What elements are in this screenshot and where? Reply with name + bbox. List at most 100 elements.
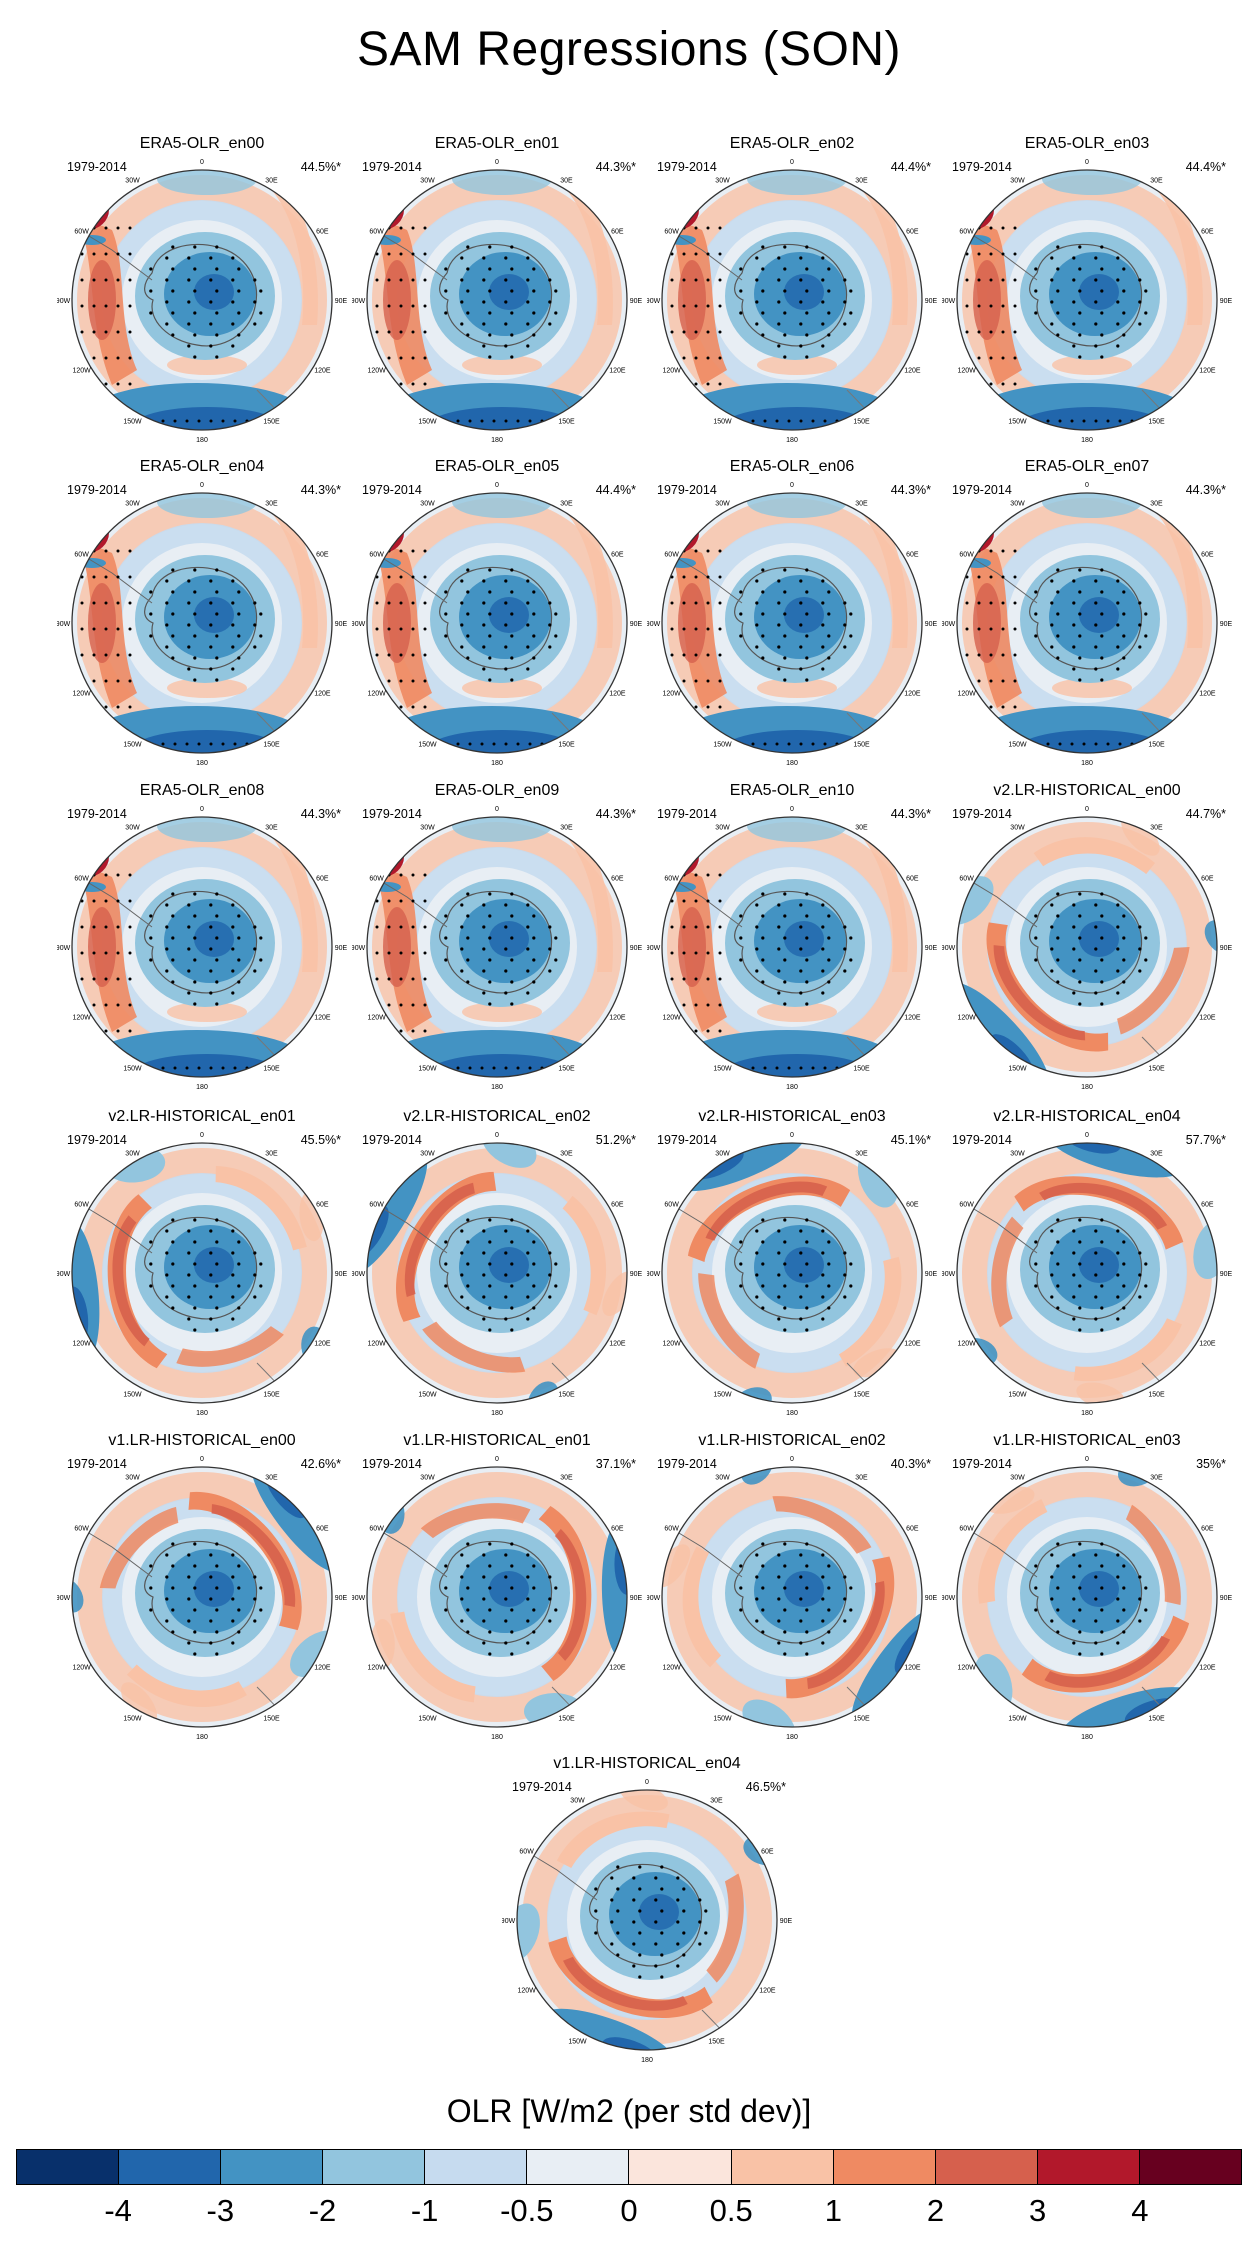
olr-field [72, 1467, 332, 1727]
olr-field [72, 493, 332, 753]
longitude-label: 90E [1220, 1271, 1232, 1278]
longitude-label: 30W [715, 825, 730, 832]
polar-map: 0 30E 60E 90E 120E 150E 180 150W 120W 90W 60W 30W [647, 159, 937, 444]
significance-stipple [149, 1218, 263, 1332]
panel-title: v1.LR-HISTORICAL_en04 [553, 1755, 741, 1772]
longitude-label: 90W [942, 1595, 956, 1602]
longitude-label: 30E [265, 1475, 278, 1482]
map-panel: v2.LR-HISTORICAL_en04 0 30E 60E 90E 120E 150E 1… [942, 1108, 1232, 1417]
longitude-label: 120E [609, 691, 626, 698]
longitude-label: 180 [196, 1410, 208, 1417]
longitude-label: 30W [420, 501, 435, 508]
longitude-label: 150E [558, 1065, 575, 1072]
colorbar-segment [629, 2150, 732, 2184]
longitude-label: 60W [519, 1849, 534, 1856]
longitude-label: 30E [1150, 178, 1163, 185]
longitude-label: 90W [647, 298, 661, 305]
longitude-label: 150W [1008, 418, 1027, 425]
longitude-label: 120E [314, 1341, 331, 1348]
panel-period: 1979-2014 [952, 483, 1012, 497]
longitude-label: 60W [74, 1526, 89, 1533]
polar-map: 0 30E 60E 90E 120E 150E 180 150W 120W 90W 60W 30W [57, 1132, 347, 1417]
polar-map: 0 30E 60E 90E 120E 150E 180 150W 120W 90W 60W 30W [647, 1132, 937, 1417]
longitude-label: 90E [630, 1271, 642, 1278]
olr-field [957, 493, 1217, 753]
olr-field [72, 817, 332, 1077]
panel-variance-pct: 35%* [1196, 1457, 1226, 1471]
panel-variance-pct: 44.3%* [890, 483, 931, 497]
longitude-label: 90E [335, 621, 347, 628]
longitude-label: 180 [491, 1410, 503, 1417]
longitude-label: 90E [630, 1595, 642, 1602]
longitude-label: 120E [1199, 1341, 1216, 1348]
longitude-label: 180 [196, 437, 208, 444]
longitude-label: 120W [662, 368, 681, 375]
longitude-label: 60E [316, 1526, 329, 1533]
colorbar-segment [1037, 2150, 1140, 2184]
olr-field [957, 1143, 1217, 1403]
panel-variance-pct: 44.3%* [1185, 483, 1226, 497]
longitude-label: 150E [558, 1391, 575, 1398]
map-panel: v2.LR-HISTORICAL_en01 0 30E 60E 90E 120E 150E 1… [57, 1108, 347, 1417]
polar-map: 0 30E 60E 90E 120E 150E 180 150W 120W 90W 60W 30W [647, 806, 937, 1091]
longitude-label: 150W [418, 1065, 437, 1072]
longitude-label: 0 [790, 482, 794, 489]
longitude-label: 60W [74, 876, 89, 883]
significance-stipple [594, 1865, 708, 1979]
longitude-label: 30E [265, 1151, 278, 1158]
map-panel: ERA5-OLR_en08 0 30E 60E 90E 120E 150E 180 150W 12… [57, 782, 347, 1091]
longitude-label: 90W [942, 298, 956, 305]
panel-title: v1.LR-HISTORICAL_en03 [993, 1432, 1181, 1449]
polar-map: 0 30E 60E 90E 120E 150E 180 150W 120W 90W 60W 30W [942, 482, 1232, 767]
longitude-label: 120W [957, 691, 976, 698]
longitude-label: 30E [560, 178, 573, 185]
longitude-label: 90W [352, 945, 366, 952]
colorbar-segment [833, 2150, 936, 2184]
longitude-label: 90E [1220, 1595, 1232, 1602]
polar-map: 0 30E 60E 90E 120E 150E 180 150W 120W 90W 60W 30W [352, 482, 642, 767]
longitude-label: 150E [853, 418, 870, 425]
longitude-label: 150E [263, 1391, 280, 1398]
significance-stipple [1034, 1218, 1148, 1332]
longitude-label: 120W [957, 1341, 976, 1348]
longitude-label: 120E [904, 1341, 921, 1348]
longitude-label: 30W [715, 178, 730, 185]
longitude-label: 30W [715, 1475, 730, 1482]
longitude-label: 90E [925, 298, 937, 305]
panel-period: 1979-2014 [657, 1133, 717, 1147]
longitude-label: 60W [664, 1202, 679, 1209]
longitude-label: 150W [568, 2038, 587, 2045]
map-panel: ERA5-OLR_en01 0 30E 60E 90E 120E 150E 180 150W 12… [352, 135, 642, 444]
panel-title: v2.LR-HISTORICAL_en02 [403, 1108, 591, 1125]
longitude-label: 120E [609, 1665, 626, 1672]
longitude-label: 180 [1081, 1410, 1093, 1417]
longitude-label: 180 [641, 2057, 653, 2064]
colorbar-segment [935, 2150, 1038, 2184]
panel-title: ERA5-OLR_en03 [1024, 135, 1150, 152]
colorbar-segment [527, 2150, 630, 2184]
longitude-label: 60W [369, 1526, 384, 1533]
longitude-label: 30E [265, 825, 278, 832]
polar-map: 0 30E 60E 90E 120E 150E 180 150W 120W 90W 60W 30W [352, 1132, 642, 1417]
longitude-label: 60W [74, 229, 89, 236]
map-panel: ERA5-OLR_en06 0 30E 60E 90E 120E 150E 180 150W 12… [647, 458, 937, 767]
colorbar-tick-label: -1 [410, 2193, 439, 2228]
longitude-label: 60E [611, 1526, 624, 1533]
panel-title: v2.LR-HISTORICAL_en00 [993, 782, 1181, 799]
colorbar-tick-label: 0.5 [709, 2193, 753, 2228]
panel-title: ERA5-OLR_en09 [434, 782, 560, 799]
longitude-label: 30W [715, 501, 730, 508]
colorbar-tick-label: 1 [824, 2193, 842, 2228]
longitude-label: 90E [630, 945, 642, 952]
longitude-label: 60W [664, 1526, 679, 1533]
significance-stipple [80, 226, 273, 423]
panel-period: 1979-2014 [512, 1780, 572, 1794]
longitude-label: 30W [1010, 1475, 1025, 1482]
longitude-label: 30E [855, 178, 868, 185]
longitude-label: 30W [125, 1475, 140, 1482]
olr-field [517, 1790, 777, 2050]
longitude-label: 60E [611, 1202, 624, 1209]
polar-map: 0 30E 60E 90E 120E 150E 180 150W 120W 90W 60W 30W [942, 1132, 1232, 1417]
longitude-label: 0 [200, 1456, 204, 1463]
longitude-label: 90W [57, 298, 71, 305]
